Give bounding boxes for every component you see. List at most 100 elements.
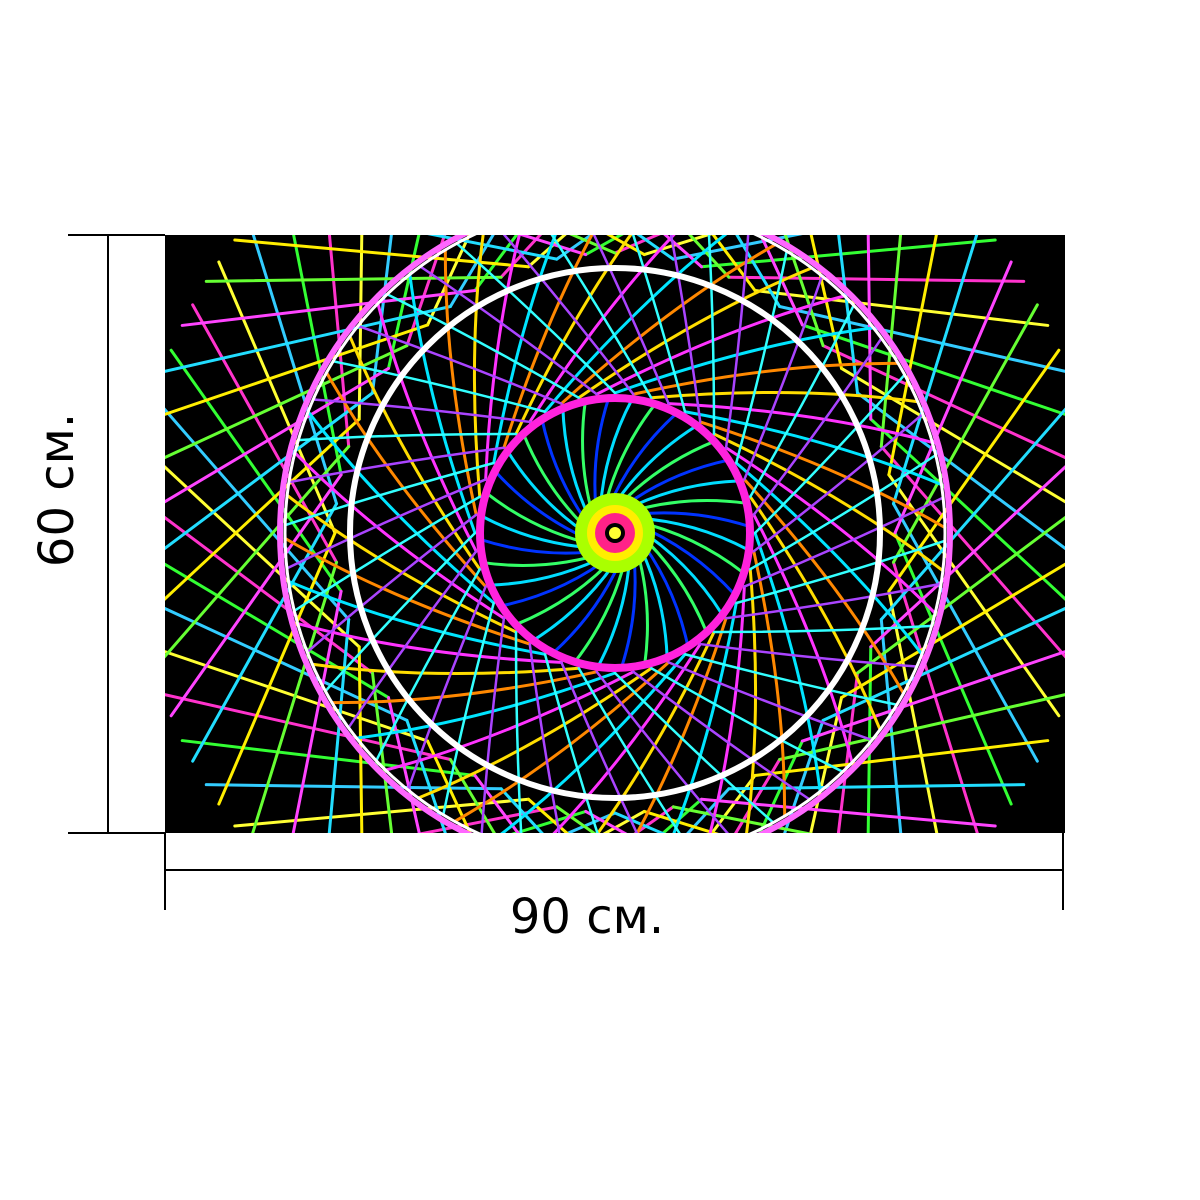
spiral-stroke bbox=[855, 391, 1065, 550]
spiral-stroke bbox=[631, 361, 900, 396]
spiral-stroke bbox=[753, 531, 822, 793]
spiral-stroke bbox=[165, 304, 452, 373]
spiral-stroke bbox=[165, 391, 375, 550]
spiral-stroke bbox=[297, 432, 518, 442]
spiral-stroke bbox=[484, 235, 521, 481]
spiral-stroke bbox=[753, 289, 1050, 327]
spiral-stroke bbox=[473, 773, 520, 833]
spiral-stroke bbox=[426, 739, 472, 833]
spiral-stroke bbox=[204, 783, 503, 791]
spiral-stroke bbox=[734, 249, 788, 465]
ring bbox=[476, 394, 754, 672]
spiral-stroke bbox=[165, 344, 409, 459]
spiral-stroke bbox=[442, 601, 496, 817]
spiral-stroke bbox=[165, 366, 390, 504]
spiral-stroke bbox=[453, 660, 671, 823]
spiral-stroke bbox=[514, 630, 523, 833]
spiral-stroke bbox=[821, 607, 1065, 722]
spiral-stroke bbox=[734, 461, 924, 656]
spiral-stroke bbox=[891, 502, 1039, 763]
spiral-stroke bbox=[642, 809, 719, 833]
spiral-stroke bbox=[499, 787, 544, 833]
spiral-stroke bbox=[869, 417, 1065, 601]
spiral-stroke bbox=[371, 235, 393, 395]
spiral-stroke bbox=[778, 693, 1065, 762]
spiral-stroke bbox=[559, 243, 777, 406]
spiral-stroke bbox=[518, 235, 588, 257]
spiral-stroke bbox=[753, 373, 906, 535]
spiral-stroke bbox=[687, 235, 731, 279]
spiral-stroke bbox=[492, 235, 557, 465]
spiral-stroke bbox=[734, 758, 782, 833]
spiral-stroke bbox=[613, 671, 775, 824]
spiral-stroke bbox=[383, 670, 635, 772]
spiral-stroke bbox=[887, 348, 1061, 593]
height-label: 60 см. bbox=[29, 413, 85, 567]
spiral-stroke bbox=[649, 390, 920, 404]
spiral-stroke bbox=[311, 398, 532, 424]
spiral-stroke bbox=[686, 787, 731, 833]
spiral-stroke bbox=[480, 616, 506, 833]
spiral-stroke bbox=[840, 562, 1065, 700]
spiral-stroke bbox=[357, 645, 364, 833]
spiral-stroke bbox=[613, 811, 666, 833]
spiral-stroke bbox=[305, 513, 478, 654]
spiral-stroke bbox=[217, 531, 337, 806]
spiral-stroke bbox=[712, 624, 933, 634]
spiral-stroke bbox=[879, 444, 1065, 659]
ring bbox=[347, 265, 883, 801]
spiral-stroke bbox=[887, 589, 939, 833]
spiral-stroke bbox=[347, 550, 478, 729]
spiral-stroke bbox=[743, 274, 824, 481]
spiral-stroke bbox=[592, 235, 670, 405]
spiral-stroke bbox=[667, 402, 934, 444]
ring bbox=[277, 235, 953, 833]
spiral-stroke bbox=[355, 671, 617, 740]
spiral-stroke bbox=[165, 516, 375, 675]
spiral-stroke bbox=[584, 809, 628, 833]
spiral-stroke bbox=[698, 642, 919, 668]
spiral-stroke bbox=[708, 585, 746, 833]
spiral-stroke bbox=[511, 809, 588, 833]
spiral-stroke bbox=[180, 739, 477, 777]
spiral-stroke bbox=[385, 292, 581, 400]
spiral-stroke bbox=[748, 303, 856, 499]
spiral-stroke bbox=[866, 645, 873, 833]
spiral-stroke bbox=[636, 235, 675, 261]
spiral-stroke bbox=[840, 366, 1065, 504]
spiral-stroke bbox=[698, 420, 947, 530]
spiral-stroke bbox=[711, 235, 757, 293]
spiral-stroke bbox=[406, 585, 487, 792]
spiral-stroke bbox=[752, 549, 787, 818]
spiral-stroke bbox=[310, 662, 581, 676]
spiral-stroke bbox=[752, 412, 925, 553]
spiral-stroke bbox=[291, 235, 343, 477]
spiral-stroke bbox=[891, 560, 979, 833]
spiral-stroke bbox=[448, 235, 495, 308]
spiral-stroke bbox=[837, 235, 859, 395]
spiral-stroke bbox=[418, 805, 559, 833]
spiral-stroke bbox=[649, 666, 845, 774]
spiral-stroke bbox=[712, 432, 945, 573]
spiral-stroke bbox=[727, 275, 1026, 283]
spiral-stroke bbox=[293, 451, 506, 620]
spiral-stroke bbox=[667, 661, 874, 742]
spiral-stroke bbox=[165, 562, 390, 700]
spiral-stroke bbox=[233, 238, 530, 269]
spiral-stroke bbox=[500, 652, 687, 833]
spiral-stroke bbox=[707, 235, 716, 436]
spiral-stroke bbox=[855, 516, 1065, 675]
spiral-stroke bbox=[743, 496, 945, 588]
spiral-stroke bbox=[748, 495, 882, 732]
spiral-stroke bbox=[555, 235, 594, 261]
spiral-stroke bbox=[642, 235, 712, 257]
spiral-stroke bbox=[191, 502, 339, 763]
spiral-stroke bbox=[327, 618, 351, 833]
spiral-stroke bbox=[285, 478, 487, 570]
spiral-stroke bbox=[893, 531, 1013, 806]
spiral-stroke bbox=[283, 536, 532, 646]
spiral-stroke bbox=[165, 417, 361, 601]
spiral-stroke bbox=[217, 260, 337, 535]
spiral-stroke bbox=[331, 360, 547, 414]
